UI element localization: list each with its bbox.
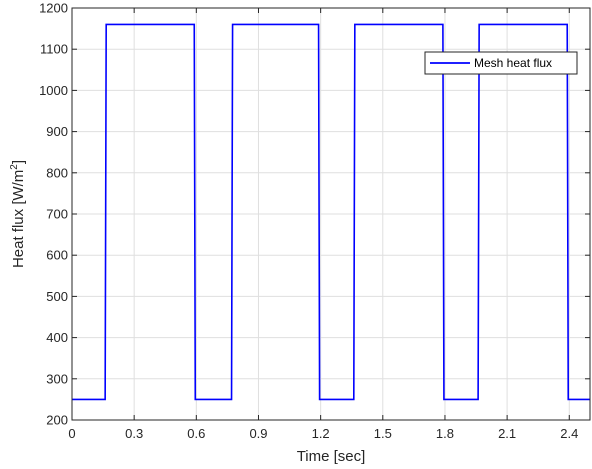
legend-label: Mesh heat flux: [474, 56, 552, 70]
x-tick-label: 0.9: [249, 426, 267, 441]
y-axis-label: Heat flux [W/m2]: [9, 160, 27, 268]
x-axis-label: Time [sec]: [297, 448, 366, 465]
y-tick-label: 1000: [39, 83, 68, 98]
y-tick-label: 300: [46, 371, 68, 386]
y-tick-label: 400: [46, 330, 68, 345]
x-tick-label: 1.5: [374, 426, 392, 441]
x-tick-label: 1.2: [312, 426, 330, 441]
y-tick-label: 200: [46, 413, 68, 428]
y-axis-label-end: ]: [10, 160, 27, 164]
y-tick-label: 1200: [39, 1, 68, 16]
x-tick-label: 0.6: [187, 426, 205, 441]
series-line-mesh-heat-flux: [72, 23, 590, 401]
y-tick-labels: 200 300 400 500 600 700 800 900 1000 1100 1200: [39, 1, 68, 428]
x-tick-label: 1.8: [436, 426, 454, 441]
y-tick-label: 700: [46, 207, 68, 222]
y-tick-label: 500: [46, 289, 68, 304]
y-tick-label: 900: [46, 124, 68, 139]
y-axis-label-main: Heat flux [W/m: [10, 170, 27, 268]
y-tick-label: 1100: [40, 42, 68, 57]
series-layer: [72, 23, 590, 401]
tick-marks: [71, 7, 590, 421]
x-tick-label: 0: [68, 426, 75, 441]
legend: Mesh heat flux: [424, 51, 578, 75]
x-tick-label: 2.4: [560, 426, 578, 441]
y-axis-label-superscript: 2: [9, 164, 20, 170]
x-tick-label: 2.1: [498, 426, 516, 441]
y-tick-label: 800: [46, 165, 68, 180]
legend-box: [424, 51, 578, 75]
x-tick-label: 0.3: [125, 426, 143, 441]
x-tick-labels: 0 0.3 0.6 0.9 1.2 1.5 1.8 2.1 2.4: [68, 426, 578, 441]
y-tick-label: 600: [46, 248, 68, 263]
